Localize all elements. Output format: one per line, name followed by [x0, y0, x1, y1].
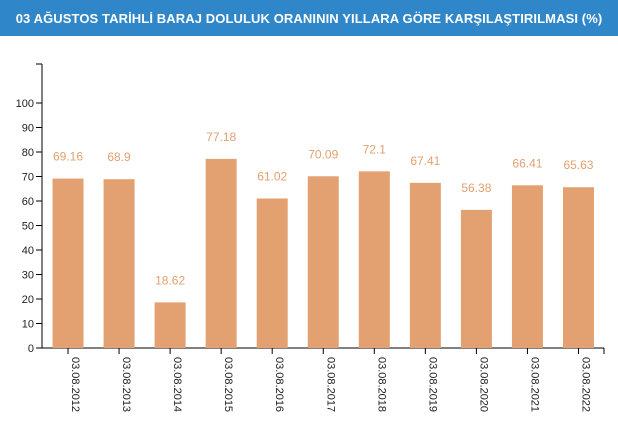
x-tick-label: 03.08.2015 — [222, 357, 234, 412]
bar — [307, 176, 339, 348]
x-tick-label: 03.08.2016 — [273, 357, 285, 412]
y-tick-label: 20 — [22, 294, 34, 306]
bar-value-label: 61.02 — [257, 170, 287, 184]
y-tick-label: 100 — [16, 98, 34, 110]
bar — [511, 185, 543, 348]
bar-value-label: 67.41 — [410, 154, 440, 168]
y-tick-label: 10 — [22, 319, 34, 331]
bar-value-label: 70.09 — [308, 147, 338, 161]
y-tick-label: 60 — [22, 196, 34, 208]
y-tick-label: 70 — [22, 172, 34, 184]
x-tick-label: 03.08.2017 — [324, 357, 336, 412]
bar-value-label: 56.38 — [461, 181, 491, 195]
x-tick-label: 03.08.2020 — [477, 357, 489, 412]
bar-value-label: 77.18 — [206, 130, 236, 144]
x-tick-label: 03.08.2014 — [171, 357, 183, 412]
y-tick-label: 80 — [22, 147, 34, 159]
y-tick-label: 90 — [22, 123, 34, 135]
bar — [460, 209, 492, 348]
chart-title: 03 AĞUSTOS TARİHLİ BARAJ DOLULUK ORANINI… — [15, 10, 603, 26]
bar-value-label: 66.41 — [512, 156, 542, 170]
bar — [103, 179, 135, 348]
x-tick-label: 03.08.2018 — [375, 357, 387, 412]
y-tick-label: 0 — [28, 343, 34, 355]
bar — [562, 187, 594, 348]
bar — [154, 302, 186, 348]
bar-chart: 0 10 20 30 40 50 60 70 80 90 100 69.16 03.08.2012 68.… — [16, 63, 605, 412]
bar-value-label: 68.9 — [107, 150, 131, 164]
bar — [52, 178, 84, 348]
bar-value-label: 65.63 — [563, 158, 593, 172]
bar — [358, 171, 390, 348]
x-tick-label: 03.08.2022 — [579, 357, 591, 412]
y-tick-label: 50 — [22, 221, 34, 233]
x-tick-label: 03.08.2021 — [528, 357, 540, 412]
x-tick-label: 03.08.2013 — [120, 357, 132, 412]
bar-value-label: 18.62 — [155, 273, 185, 287]
y-tick-label: 30 — [22, 270, 34, 282]
bar — [409, 182, 441, 348]
chart-title-bar: 03 AĞUSTOS TARİHLİ BARAJ DOLULUK ORANINI… — [0, 0, 618, 36]
bar — [256, 198, 288, 348]
bar-value-label: 69.16 — [53, 150, 83, 164]
bar-value-label: 72.1 — [363, 142, 387, 156]
chart-area: 0 10 20 30 40 50 60 70 80 90 100 69.16 03.08.2012 68.… — [0, 36, 618, 438]
x-tick-label: 03.08.2019 — [426, 357, 438, 412]
y-tick-label: 40 — [22, 245, 34, 257]
bar — [205, 158, 237, 348]
x-tick-label: 03.08.2012 — [69, 357, 81, 412]
